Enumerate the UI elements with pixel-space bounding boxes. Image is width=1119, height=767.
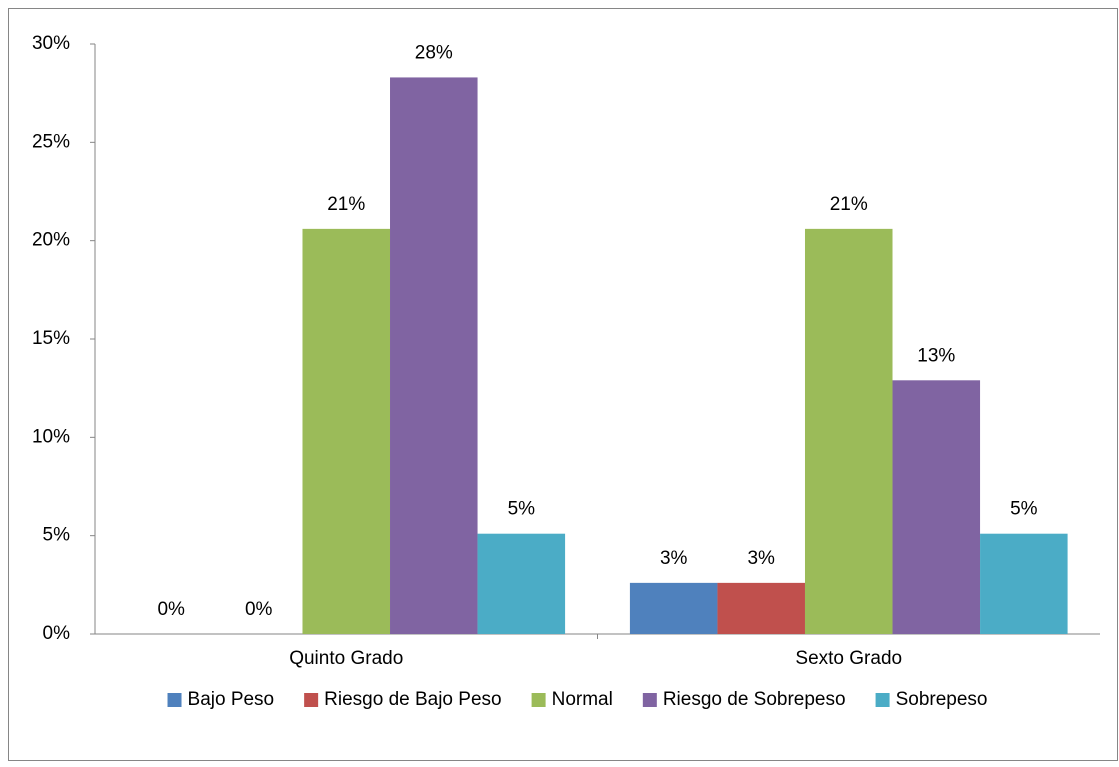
y-tick-label: 10% [32,426,70,447]
bar [477,533,566,634]
bar [980,533,1068,634]
legend-label: Normal [552,689,613,710]
legend-label: Sobrepeso [896,689,988,710]
bar [804,228,893,634]
data-label: 21% [830,194,868,215]
data-label: 0% [245,599,273,620]
legend-label: Riesgo de Sobrepeso [663,689,846,710]
bar [892,380,981,634]
bar [390,77,478,634]
legend-swatch [167,693,182,707]
bar [717,582,805,634]
data-label: 3% [660,548,688,569]
y-tick-label: 0% [43,623,71,644]
legend-label: Bajo Peso [188,689,275,710]
y-tick-label: 25% [32,131,70,152]
legend-swatch [875,693,890,707]
y-tick-label: 30% [32,33,70,54]
data-label: 3% [747,548,775,569]
y-tick-label: 5% [43,525,71,546]
data-label: 28% [415,42,453,63]
data-label: 5% [1010,499,1038,520]
y-tick-label: 20% [32,230,70,251]
x-tick-label: Quinto Grado [289,648,403,669]
data-label: 5% [508,499,536,520]
data-label: 21% [327,194,365,215]
data-label: 0% [157,599,185,620]
legend-swatch [642,693,657,707]
data-label: 13% [917,345,955,366]
legend-swatch [304,693,319,707]
legend-label: Riesgo de Bajo Peso [324,689,501,710]
bar [302,228,391,634]
y-tick-label: 15% [32,328,70,349]
legend-swatch [531,693,546,707]
bar [629,582,718,634]
x-tick-label: Sexto Grado [795,648,902,669]
